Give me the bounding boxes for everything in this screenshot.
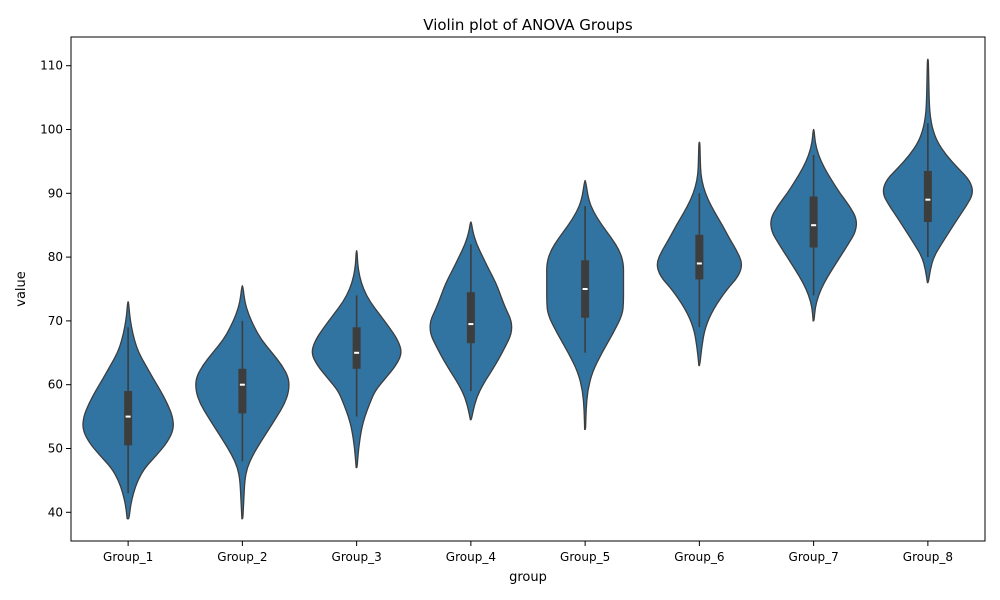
y-tick-label: 60	[48, 378, 63, 392]
chart-title: Violin plot of ANOVA Groups	[423, 16, 633, 34]
x-tick-label-group-1: Group_1	[103, 550, 153, 564]
x-axis: Group_1 Group_2 Group_3 Group_4 Group_5 Group…	[103, 541, 953, 564]
x-tick-label-group-8: Group_8	[903, 550, 953, 564]
iqr-box-group-1	[124, 391, 133, 446]
y-tick-label: 40	[48, 505, 63, 519]
median-marker-group-7	[811, 224, 817, 227]
median-marker-group-2	[239, 383, 245, 386]
median-marker-group-8	[925, 198, 931, 201]
iqr-box-group-6	[695, 234, 704, 280]
y-tick-label: 80	[48, 250, 63, 264]
y-axis-label: value	[14, 271, 29, 307]
x-tick-label-group-6: Group_6	[674, 550, 724, 564]
x-tick-label-group-7: Group_7	[789, 550, 839, 564]
iqr-box-group-8	[923, 170, 932, 223]
x-tick-label-group-3: Group_3	[332, 550, 382, 564]
x-tick-label-group-2: Group_2	[217, 550, 267, 564]
iqr-box-group-4	[466, 292, 475, 344]
y-tick-label: 50	[48, 441, 63, 455]
y-tick-label: 110	[40, 59, 63, 73]
iqr-box-group-7	[809, 196, 818, 248]
median-marker-group-3	[354, 351, 360, 354]
y-tick-label: 100	[40, 123, 63, 137]
plot-area-frame	[70, 36, 986, 542]
y-axis: 40 50 60 70 80 90 100 110	[40, 59, 71, 519]
median-marker-group-6	[696, 262, 702, 265]
iqr-box-group-3	[352, 327, 361, 369]
iqr-box-group-2	[238, 368, 247, 414]
violins	[82, 58, 973, 520]
x-tick-label-group-4: Group_4	[446, 550, 496, 564]
median-marker-group-1	[125, 415, 131, 418]
median-marker-group-4	[468, 323, 474, 326]
y-tick-label: 90	[48, 186, 63, 200]
x-tick-label-group-5: Group_5	[560, 550, 610, 564]
y-tick-label: 70	[48, 314, 63, 328]
median-marker-group-5	[582, 288, 588, 290]
x-axis-label: group	[509, 570, 547, 585]
